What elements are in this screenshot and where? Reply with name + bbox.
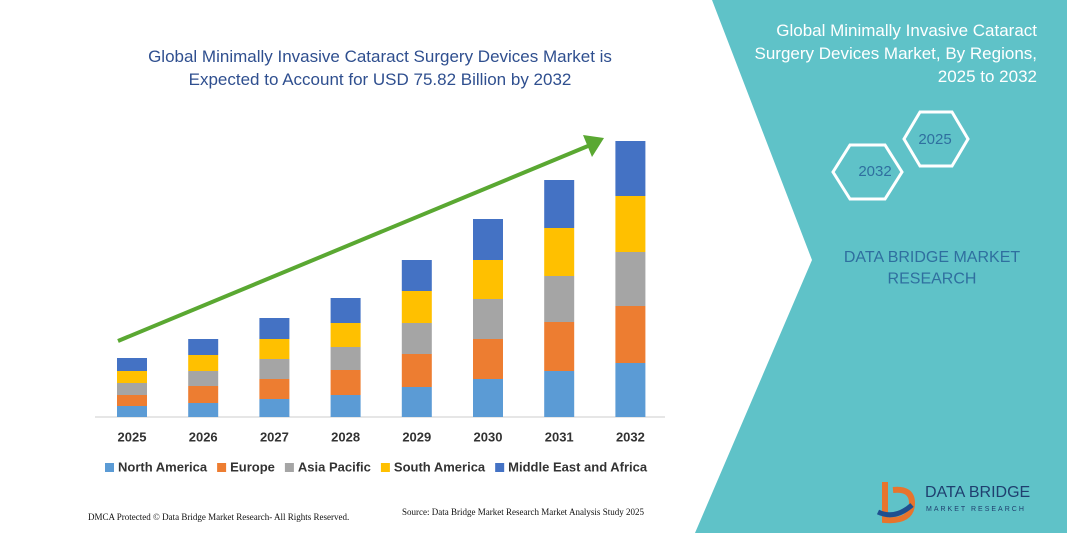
legend-swatch bbox=[284, 463, 294, 472]
x-tick-label: 2031 bbox=[545, 429, 574, 444]
brand: DATA BRIDGE MARKET RESEARCH bbox=[844, 249, 1021, 288]
hexagon bbox=[831, 143, 904, 201]
bar-segment bbox=[117, 371, 147, 383]
legend-label: Europe bbox=[230, 459, 275, 474]
x-tick-label: 2027 bbox=[260, 429, 289, 444]
x-tick-label: 2028 bbox=[331, 429, 360, 444]
source: Source: Data Bridge Market Research Mark… bbox=[402, 507, 644, 517]
bar-segment bbox=[259, 399, 290, 417]
bar-segment bbox=[330, 347, 361, 370]
bar-segment bbox=[544, 371, 575, 417]
bar-segment bbox=[330, 298, 361, 323]
x-tick-label: 2032 bbox=[616, 429, 645, 444]
footer-text: DMCA Protected © Data Bridge Market Rese… bbox=[88, 512, 349, 522]
bar-segment bbox=[473, 260, 503, 299]
bar-segment bbox=[401, 323, 432, 354]
legend-swatch bbox=[380, 463, 390, 472]
bar-segment bbox=[188, 339, 219, 355]
bar-segment bbox=[188, 371, 219, 386]
legend-swatch bbox=[495, 463, 505, 472]
logo-mark bbox=[876, 503, 914, 518]
panel-title: Global Minimally Invasive Cataract Surger… bbox=[755, 21, 1038, 86]
bar-segment bbox=[117, 406, 147, 417]
bar-segment bbox=[330, 323, 361, 347]
bar-segment bbox=[117, 358, 147, 371]
logo-name: DATA BRIDGE bbox=[925, 484, 1030, 501]
bar-segment bbox=[473, 379, 503, 417]
bar-segment bbox=[188, 355, 219, 371]
bar-segment bbox=[117, 395, 147, 406]
bar-segment bbox=[401, 354, 432, 387]
bar-segment bbox=[401, 291, 432, 323]
bar-segment bbox=[615, 306, 646, 363]
bar-segment bbox=[259, 379, 290, 399]
bar-segment bbox=[473, 219, 503, 260]
bar-segment bbox=[544, 322, 575, 371]
x-tick-label: 2026 bbox=[189, 429, 218, 444]
bar-segment bbox=[615, 252, 646, 306]
bar-segment bbox=[473, 299, 503, 339]
bar-segment bbox=[544, 180, 575, 228]
chart-title: Global Minimally Invasive Cataract Surge… bbox=[148, 47, 612, 89]
arrow-head bbox=[583, 135, 604, 157]
logo-mark bbox=[882, 482, 916, 524]
legend-label: North America bbox=[118, 459, 208, 474]
bar-segment bbox=[401, 387, 432, 417]
bar-segment bbox=[117, 383, 147, 395]
bar-segment bbox=[259, 359, 290, 379]
hex-label: 2032 bbox=[858, 163, 891, 180]
bar-segment bbox=[473, 339, 503, 379]
side-panel bbox=[695, 0, 1067, 533]
bar-segment bbox=[188, 386, 219, 403]
bar-segment bbox=[615, 141, 646, 196]
bar-segment bbox=[544, 276, 575, 322]
logo: DATA BRIDGE MARKET RESEARCH bbox=[876, 482, 1030, 524]
legend-label: South America bbox=[394, 459, 486, 474]
hex-label: 2025 bbox=[918, 131, 951, 148]
legend-label: Asia Pacific bbox=[298, 459, 371, 474]
bar-segment bbox=[615, 196, 646, 252]
x-tick-label: 2030 bbox=[474, 429, 503, 444]
bar-segment bbox=[259, 339, 290, 359]
legend-label: Middle East and Africa bbox=[508, 459, 648, 474]
bar-segment bbox=[188, 403, 219, 417]
bar-segment bbox=[544, 228, 575, 276]
x-tick-label: 2025 bbox=[118, 429, 147, 444]
legend-swatch bbox=[105, 463, 114, 472]
trend-arrow bbox=[117, 144, 589, 343]
bar-segment bbox=[330, 395, 361, 417]
bar-segment bbox=[330, 370, 361, 395]
x-tick-label: 2029 bbox=[402, 429, 431, 444]
bar-segment bbox=[259, 318, 290, 339]
logo-tagline: MARKET RESEARCH bbox=[926, 506, 1026, 513]
hexagon bbox=[902, 110, 970, 168]
bar-segment bbox=[401, 260, 432, 291]
legend-swatch bbox=[217, 463, 227, 472]
bar-segment bbox=[615, 363, 646, 417]
